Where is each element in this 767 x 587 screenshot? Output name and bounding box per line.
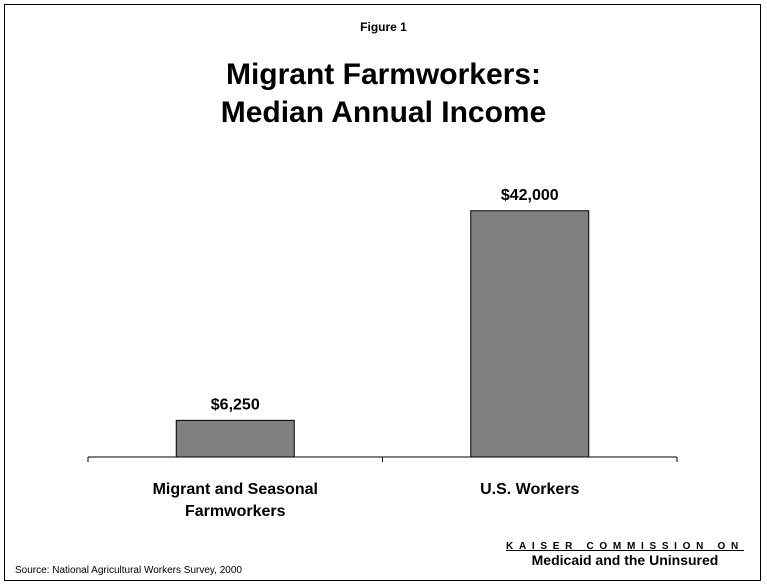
category-label-2-line-1: U.S. Workers	[480, 481, 579, 498]
logo-line-2: Medicaid and the Uninsured	[531, 552, 719, 568]
bar-2	[470, 210, 590, 458]
kaiser-logo: KAISER COMMISSION ON Medicaid and the Un…	[489, 541, 761, 568]
category-label-1-line-2: Farmworkers	[185, 503, 286, 520]
data-label-1: $6,250	[211, 396, 260, 413]
chart-title: Migrant Farmworkers: Median Annual Incom…	[0, 56, 767, 132]
logo-line-1: KAISER COMMISSION ON	[506, 541, 744, 552]
figure-frame	[4, 4, 761, 581]
figure-label: Figure 1	[360, 20, 407, 34]
chart-title-line-1: Migrant Farmworkers:	[225, 58, 542, 91]
chart-title-line-2: Median Annual Income	[220, 96, 547, 129]
data-label-2: $42,000	[501, 187, 559, 204]
category-label-1-line-1: Migrant and Seasonal	[153, 481, 318, 498]
source-note: Source: National Agricultural Workers Su…	[15, 565, 242, 576]
bar-1	[175, 419, 295, 458]
